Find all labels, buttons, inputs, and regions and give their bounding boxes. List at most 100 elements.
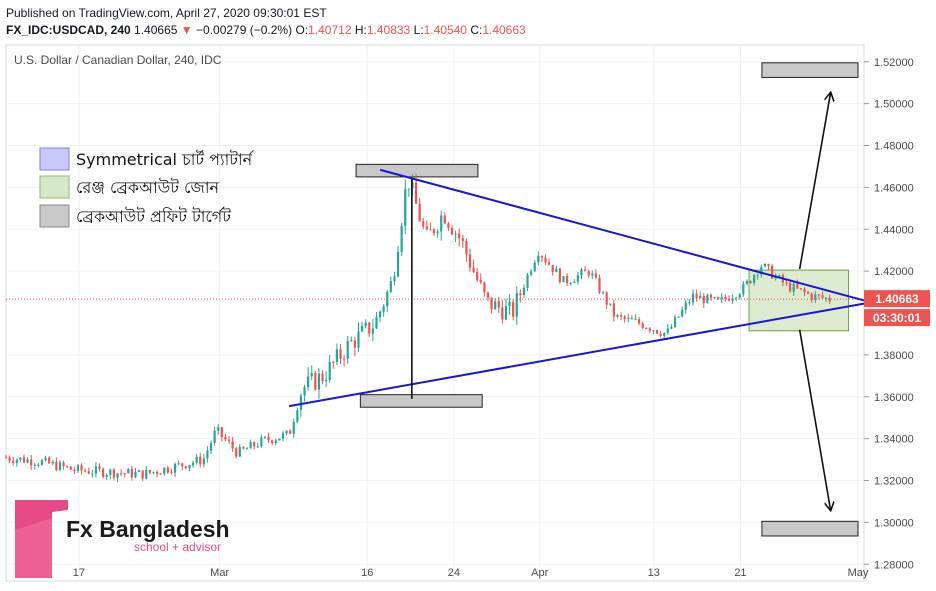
triangle-lower-line xyxy=(288,302,865,408)
candle-body-215 xyxy=(778,275,781,277)
y-tick-label-8: 1.34000 xyxy=(874,434,914,446)
candle-body-121 xyxy=(440,215,443,232)
candle-body-110 xyxy=(400,225,403,253)
candle-body-71 xyxy=(260,437,263,447)
candle-body-165 xyxy=(598,277,601,293)
x-tick-label-7: May xyxy=(848,567,869,579)
candle-body-116 xyxy=(422,221,425,227)
candle-body-219 xyxy=(792,283,795,292)
candle-body-143 xyxy=(519,293,522,296)
candle-body-164 xyxy=(594,273,597,278)
candle-body-179 xyxy=(648,328,651,331)
candle-body-139 xyxy=(504,306,508,320)
price-tag: 1.40663 03:30:01 xyxy=(864,290,930,327)
candle-body-126 xyxy=(458,233,461,239)
candle-body-131 xyxy=(476,271,479,280)
candle-body-207 xyxy=(749,280,752,283)
symbol-line: FX_IDC:USDCAD, 240 1.40665 ▼ −0.00279 (−… xyxy=(6,23,526,37)
candle-body-37 xyxy=(137,470,141,473)
candle-body-78 xyxy=(285,430,288,434)
candle-body-38 xyxy=(141,470,144,479)
candle-body-212 xyxy=(767,264,770,266)
candle-body-82 xyxy=(299,395,303,411)
candle-body-132 xyxy=(479,279,482,283)
candle-body-174 xyxy=(630,317,633,320)
target-zone-2 xyxy=(761,62,859,78)
candle-body-74 xyxy=(271,440,274,444)
candle-body-41 xyxy=(152,471,155,473)
candle-body-141 xyxy=(512,301,515,317)
candle-body-25 xyxy=(94,466,98,474)
x-tick-label-3: 24 xyxy=(448,567,460,579)
candle-body-130 xyxy=(472,267,475,272)
open-value: 1.40712 xyxy=(308,23,352,37)
candle-body-104 xyxy=(378,311,382,318)
candle-body-135 xyxy=(490,297,493,310)
x-tick-label-1: Mar xyxy=(210,567,229,579)
candle-body-128 xyxy=(465,241,468,255)
grid xyxy=(6,45,864,581)
zones-layer xyxy=(6,62,864,537)
candle-body-81 xyxy=(296,410,299,422)
candle-body-40 xyxy=(148,469,151,473)
candle-body-24 xyxy=(91,473,94,475)
candle-body-180 xyxy=(652,330,655,332)
candle-body-13 xyxy=(51,461,54,464)
candle-body-118 xyxy=(429,229,432,231)
y-tick-label-1: 1.50000 xyxy=(874,99,914,111)
y-axis: 1.52000 1.50000 1.48000 1.46000 1.44000 1.420… xyxy=(864,57,914,571)
candle-body-228 xyxy=(824,297,828,299)
candle-body-172 xyxy=(623,316,626,319)
candle-body-83 xyxy=(303,387,306,396)
countdown-bg xyxy=(864,309,930,327)
candle-body-50 xyxy=(184,466,187,469)
candle-body-70 xyxy=(256,446,259,448)
candle-body-195 xyxy=(706,294,709,304)
candle-body-134 xyxy=(486,292,490,298)
candle-body-137 xyxy=(497,301,500,308)
candle-body-95 xyxy=(346,340,349,359)
candle-body-175 xyxy=(634,319,637,321)
candle-body-209 xyxy=(756,274,759,276)
candle-body-171 xyxy=(619,314,623,317)
candle-body-75 xyxy=(274,440,277,444)
candle-body-98 xyxy=(357,331,360,348)
candle-body-88 xyxy=(321,373,324,382)
candle-body-85 xyxy=(310,372,313,377)
candle-body-22 xyxy=(84,470,87,472)
candle-body-108 xyxy=(393,276,396,282)
candle-body-136 xyxy=(494,301,497,310)
candle-body-138 xyxy=(501,307,504,320)
candle-body-48 xyxy=(177,463,180,465)
candle-body-46 xyxy=(170,472,173,474)
y-tick-label-11: 1.28000 xyxy=(874,559,914,571)
candle-body-102 xyxy=(371,328,374,334)
candle-body-20 xyxy=(76,465,80,471)
close-label: C: xyxy=(470,23,483,37)
candle-body-43 xyxy=(159,473,162,475)
candle-body-203 xyxy=(735,297,738,299)
candle-body-3 xyxy=(15,459,18,463)
candle-body-112 xyxy=(407,188,410,190)
candle-body-10 xyxy=(40,460,44,465)
candle-body-21 xyxy=(80,465,83,471)
candle-body-0 xyxy=(4,457,8,459)
candle-body-29 xyxy=(109,469,112,476)
candle-body-122 xyxy=(443,215,446,224)
candle-body-146 xyxy=(530,271,533,275)
candle-body-222 xyxy=(803,288,806,293)
candle-body-84 xyxy=(307,376,310,388)
candle-body-152 xyxy=(551,264,554,273)
candle-body-168 xyxy=(609,303,612,305)
candle-body-58 xyxy=(213,430,216,443)
candle-body-42 xyxy=(155,471,159,474)
legend-swatch-pattern xyxy=(39,147,70,171)
candle-body-11 xyxy=(44,457,47,461)
candle-body-217 xyxy=(785,282,788,284)
candle-body-119 xyxy=(432,229,436,234)
logo-name: Fx Bangladesh xyxy=(66,516,230,542)
candle-body-186 xyxy=(673,317,677,327)
candle-body-19 xyxy=(73,469,76,471)
candle-body-125 xyxy=(454,233,457,235)
